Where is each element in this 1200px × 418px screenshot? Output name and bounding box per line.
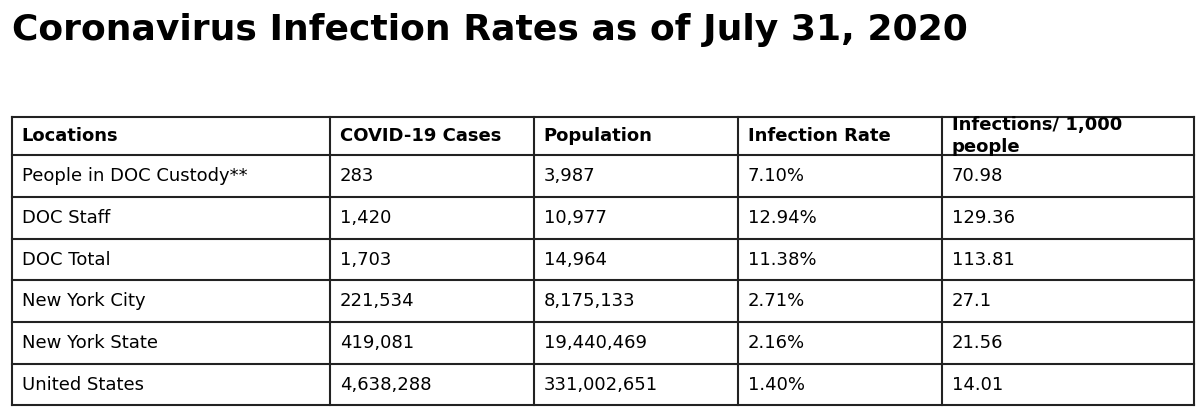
Text: DOC Staff: DOC Staff <box>22 209 110 227</box>
Text: Population: Population <box>544 127 653 145</box>
Text: 21.56: 21.56 <box>952 334 1003 352</box>
Text: 221,534: 221,534 <box>340 292 414 310</box>
Text: 419,081: 419,081 <box>340 334 414 352</box>
Text: 2.71%: 2.71% <box>748 292 805 310</box>
Text: 7.10%: 7.10% <box>748 167 805 185</box>
Text: 113.81: 113.81 <box>952 251 1014 269</box>
Text: 14,964: 14,964 <box>544 251 607 269</box>
Text: 331,002,651: 331,002,651 <box>544 376 658 394</box>
Text: 27.1: 27.1 <box>952 292 991 310</box>
Text: New York State: New York State <box>22 334 157 352</box>
Text: 8,175,133: 8,175,133 <box>544 292 635 310</box>
Text: 1,703: 1,703 <box>340 251 391 269</box>
Text: Locations: Locations <box>22 127 119 145</box>
Text: Coronavirus Infection Rates as of July 31, 2020: Coronavirus Infection Rates as of July 3… <box>12 13 968 46</box>
Text: 11.38%: 11.38% <box>748 251 816 269</box>
Text: New York City: New York City <box>22 292 145 310</box>
Text: 129.36: 129.36 <box>952 209 1015 227</box>
Text: 2.16%: 2.16% <box>748 334 805 352</box>
Text: 70.98: 70.98 <box>952 167 1003 185</box>
Text: 12.94%: 12.94% <box>748 209 816 227</box>
Text: 283: 283 <box>340 167 374 185</box>
Text: 14.01: 14.01 <box>952 376 1003 394</box>
Text: People in DOC Custody**: People in DOC Custody** <box>22 167 247 185</box>
Text: COVID-19 Cases: COVID-19 Cases <box>340 127 500 145</box>
Text: 10,977: 10,977 <box>544 209 606 227</box>
Text: United States: United States <box>22 376 144 394</box>
Text: 1.40%: 1.40% <box>748 376 805 394</box>
Text: 1,420: 1,420 <box>340 209 391 227</box>
Text: 4,638,288: 4,638,288 <box>340 376 431 394</box>
Text: Infections/ 1,000
people: Infections/ 1,000 people <box>952 116 1122 156</box>
Text: DOC Total: DOC Total <box>22 251 110 269</box>
Text: 19,440,469: 19,440,469 <box>544 334 647 352</box>
Text: 3,987: 3,987 <box>544 167 595 185</box>
Text: Infection Rate: Infection Rate <box>748 127 890 145</box>
